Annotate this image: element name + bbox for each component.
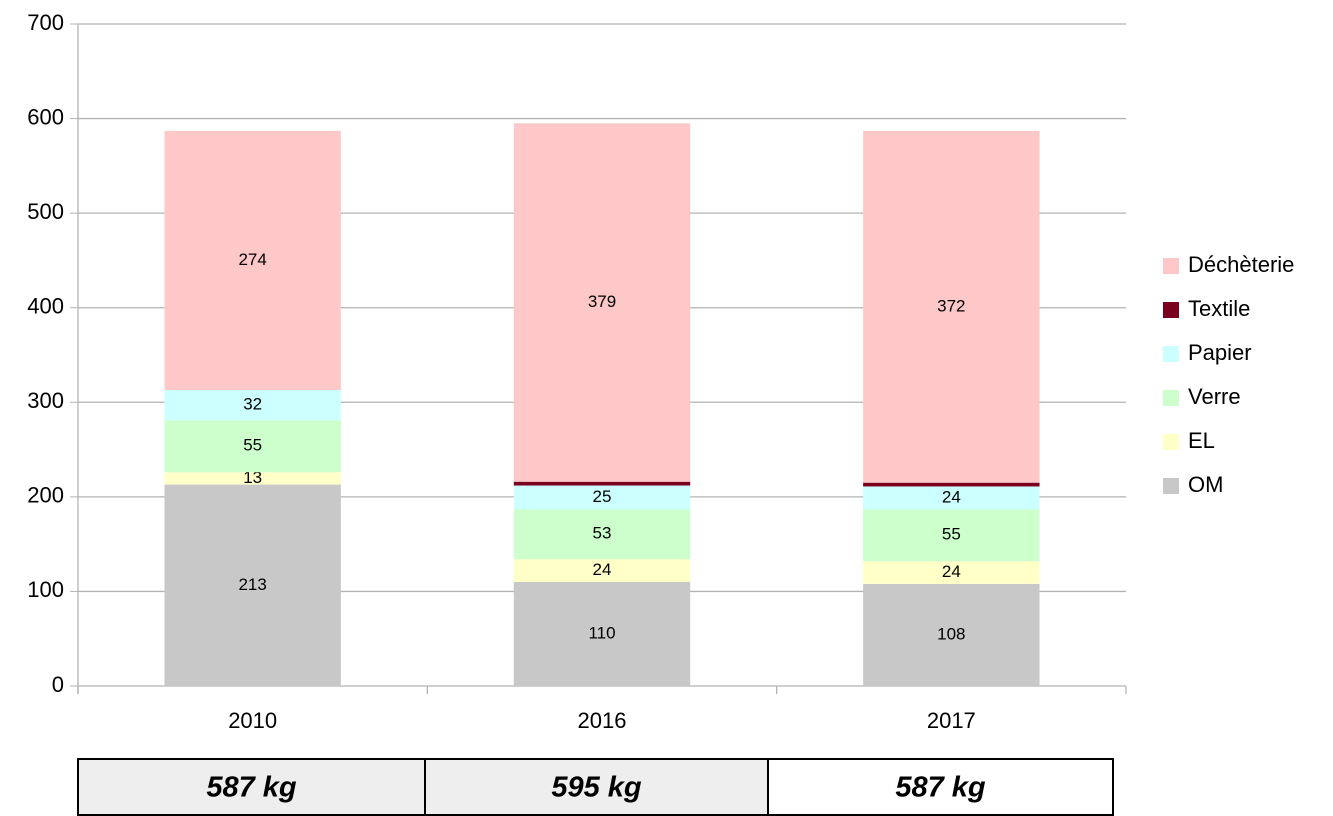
x-tick-label: 2010 [228,708,277,733]
legend-swatch [1163,390,1179,406]
value-label: 55 [243,436,262,455]
table-cell [424,758,769,816]
legend-swatch [1163,302,1179,318]
bar-segment [164,130,341,390]
legend-label: Papier [1188,340,1252,365]
total-label: 595 kg [551,772,642,804]
y-tick-label: 600 [27,104,64,129]
value-label: 53 [593,524,612,543]
bar-segment [164,389,341,421]
legend-swatch [1163,478,1179,494]
legend-label: Verre [1188,384,1241,409]
bar-segment [863,561,1040,584]
total-label: 587 kg [895,772,986,804]
value-label: 13 [243,468,262,487]
bar-segment [863,482,1040,487]
value-label: 24 [942,562,961,581]
value-label: 110 [588,623,615,642]
x-tick-label: 2017 [927,708,976,733]
bar-segment [513,559,691,582]
value-label: 274 [238,250,266,269]
bar-segment [164,420,341,473]
value-label: 108 [937,624,965,643]
value-label: 25 [593,487,612,506]
y-tick-label: 300 [27,388,64,413]
y-tick-label: 100 [27,577,64,602]
y-tick-label: 200 [27,483,64,508]
bar-segment [164,472,341,485]
value-label: 379 [588,292,616,311]
legend-swatch [1163,346,1179,362]
y-tick-label: 0 [52,672,64,697]
y-tick-label: 700 [27,10,64,35]
legend-swatch [1163,434,1179,450]
value-label: 55 [942,525,961,544]
bar-segment [513,509,691,560]
legend-label: EL [1188,428,1215,453]
y-tick-label: 500 [27,199,64,224]
bar-segment [863,130,1040,483]
legend-label: OM [1188,472,1223,497]
table-cell [77,758,426,816]
bar-segment [863,509,1040,562]
value-label: 24 [942,487,961,506]
x-tick-label: 2016 [578,708,627,733]
value-label: 372 [937,296,965,315]
value-label: 32 [243,395,262,414]
table-cell [767,758,1114,816]
bar-segment [513,581,691,686]
legend-swatch [1163,258,1179,274]
bar-segment [863,583,1040,686]
bar-segment [513,123,691,482]
bar-segment [513,481,691,486]
legend-label: Textile [1188,296,1250,321]
total-label: 587 kg [206,772,297,804]
legend-label: Déchèterie [1188,252,1294,277]
value-label: 213 [238,575,266,594]
bar-segment [513,485,691,510]
value-label: 24 [593,560,612,579]
y-tick-label: 400 [27,294,64,319]
bar-segment [164,484,341,686]
bar-segment [863,486,1040,510]
